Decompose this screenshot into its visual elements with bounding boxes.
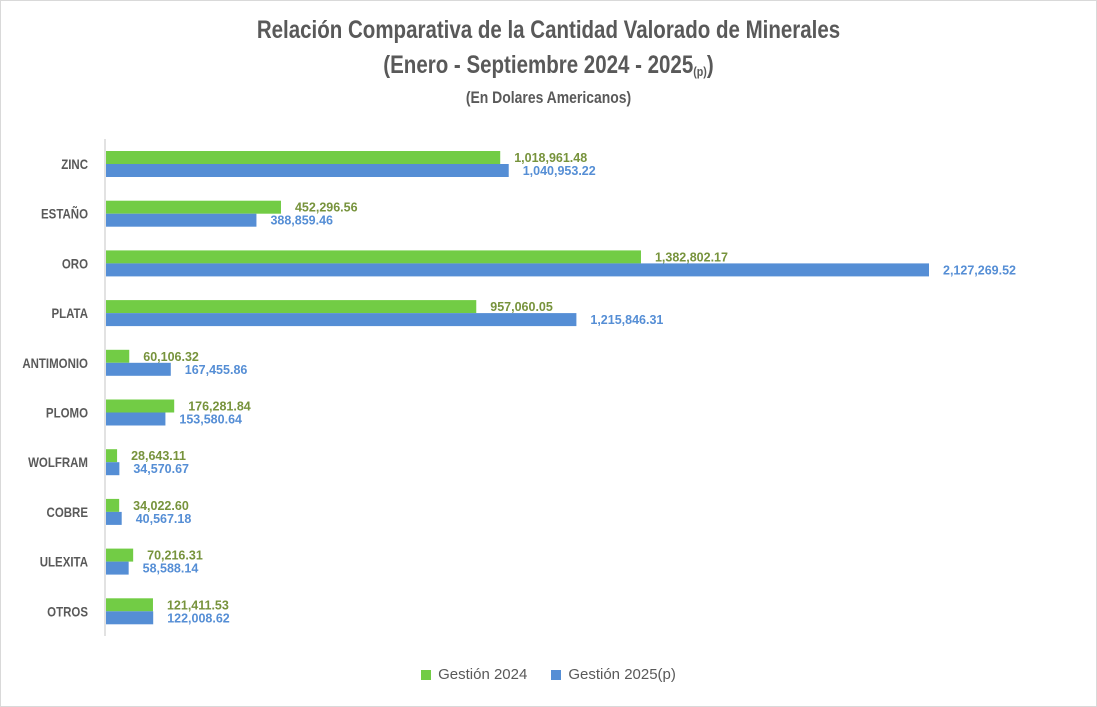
data-label-2025: 167,455.86 xyxy=(185,363,248,377)
data-label-2025: 34,570.67 xyxy=(133,462,189,476)
category-label: ORO xyxy=(62,255,88,271)
category-label: PLOMO xyxy=(46,404,88,420)
bar-2024 xyxy=(106,300,477,314)
legend-item-2024: Gestión 2024 xyxy=(421,666,527,683)
data-label-2025: 153,580.64 xyxy=(179,413,242,427)
chart-title: Relación Comparativa de la Cantidad Valo… xyxy=(256,16,841,44)
chart-subtitle-units: (En Dolares Americanos) xyxy=(465,88,632,107)
category-label: ZINC xyxy=(61,156,88,172)
chart-subtitle: (Enero - Septiembre 2024 - 2025(p)) xyxy=(99,51,999,80)
data-label-2024: 60,106.32 xyxy=(143,350,199,364)
legend-label-2025: Gestión 2025(p) xyxy=(568,666,676,683)
legend: Gestión 2024 Gestión 2025(p) xyxy=(0,666,1097,683)
data-label-2025: 388,859.46 xyxy=(270,214,333,228)
bar-2025 xyxy=(106,362,171,376)
legend-swatch-2024 xyxy=(421,669,432,680)
subtitle-end: ) xyxy=(706,51,714,79)
bar-2024 xyxy=(106,349,130,363)
data-label-2024: 34,022.60 xyxy=(133,499,189,513)
bar-2024 xyxy=(106,598,153,612)
data-label-2024: 957,060.05 xyxy=(490,300,553,314)
data-label-2024: 452,296.56 xyxy=(295,201,358,215)
legend-item-2025: Gestión 2025(p) xyxy=(551,666,676,683)
legend-label-2024: Gestión 2024 xyxy=(438,666,528,683)
bar-2025 xyxy=(106,412,166,426)
category-label: WOLFRAM xyxy=(28,454,88,470)
bar-2024 xyxy=(106,399,175,413)
legend-swatch-2025 xyxy=(551,669,562,680)
bar-2025 xyxy=(106,561,129,575)
data-label-2024: 176,281.84 xyxy=(188,400,251,414)
data-label-2024: 28,643.11 xyxy=(131,449,186,463)
category-label: OTROS xyxy=(47,603,88,619)
bar-2024 xyxy=(106,449,118,463)
data-label-2025: 58,588.14 xyxy=(143,562,199,576)
bar-2025 xyxy=(106,313,577,327)
subtitle-sub: (p) xyxy=(693,64,707,79)
category-label: COBRE xyxy=(47,504,89,520)
category-label: PLATA xyxy=(51,305,88,321)
data-label-2024: 1,018,961.48 xyxy=(514,151,587,165)
data-label-2024: 1,382,802.17 xyxy=(655,250,728,264)
data-label-2024: 70,216.31 xyxy=(147,549,203,563)
subtitle-main: (Enero - Septiembre 2024 - 2025 xyxy=(383,51,694,79)
data-label-2024: 121,411.53 xyxy=(167,598,229,612)
bar-2025 xyxy=(106,164,509,177)
bar-2024 xyxy=(106,151,501,164)
category-label: ANTIMONIO xyxy=(22,355,88,371)
bar-2024 xyxy=(106,498,120,512)
bar-2024 xyxy=(106,548,134,562)
category-label: ULEXITA xyxy=(40,553,88,569)
data-label-2025: 40,567.18 xyxy=(136,512,192,526)
data-label-2025: 122,008.62 xyxy=(167,611,230,625)
data-label-2025: 1,215,846.31 xyxy=(590,313,663,327)
data-label-2025: 1,040,953.22 xyxy=(523,164,596,178)
bar-2025 xyxy=(106,511,122,525)
data-label-2025: 2,127,269.52 xyxy=(943,263,1016,277)
bar-2024 xyxy=(106,200,281,214)
bar-2024 xyxy=(106,250,641,264)
bar-2025 xyxy=(106,611,154,625)
bar-2025 xyxy=(106,462,120,476)
bar-2025 xyxy=(106,213,257,227)
category-label: ESTAÑO xyxy=(41,206,88,222)
bar-2025 xyxy=(106,263,929,277)
